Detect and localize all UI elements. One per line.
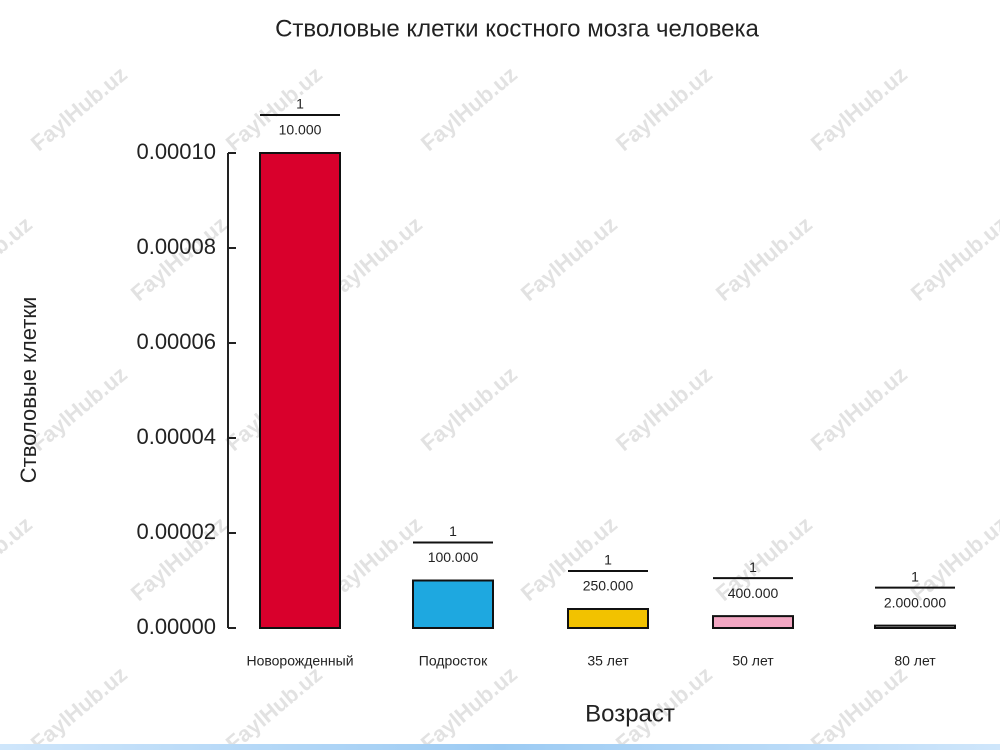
y-tick-label: 0.00000 — [136, 614, 216, 639]
x-tick-label: Новорожденный — [246, 653, 353, 669]
watermark: FaylHub.uz — [0, 511, 37, 606]
x-tick-label: 50 лет — [732, 653, 774, 669]
watermark: FaylHub.uz — [0, 211, 37, 306]
bar — [874, 624, 956, 629]
watermark: FaylHub.uz — [806, 361, 912, 456]
value-label-denominator: 10.000 — [279, 122, 322, 138]
bottom-strip — [0, 744, 1000, 750]
value-label-numerator: 1 — [449, 523, 457, 539]
watermark: FaylHub.uz — [906, 211, 1000, 306]
value-label-numerator: 1 — [911, 568, 919, 584]
y-tick-label: 0.00008 — [136, 234, 216, 259]
x-axis-label: Возраст — [585, 700, 675, 727]
watermark: FaylHub.uz — [806, 61, 912, 156]
chart-title: Стволовые клетки костного мозга человека — [275, 15, 759, 42]
watermark: FaylHub.uz — [26, 361, 132, 456]
y-tick-label: 0.00002 — [136, 519, 216, 544]
value-label-denominator: 400.000 — [728, 585, 779, 601]
bar — [712, 615, 794, 629]
x-tick-label: 80 лет — [894, 653, 936, 669]
watermark: FaylHub.uz — [221, 61, 327, 156]
x-tick-label: Подросток — [419, 653, 488, 669]
watermark: FaylHub.uz — [806, 661, 912, 750]
y-tick-label: 0.00006 — [136, 329, 216, 354]
bar — [259, 152, 341, 629]
watermark: FaylHub.uz — [221, 661, 327, 750]
watermark: FaylHub.uz — [611, 61, 717, 156]
bar — [412, 579, 494, 629]
value-label-denominator: 100.000 — [428, 549, 479, 565]
watermark: FaylHub.uz — [711, 211, 817, 306]
watermark: FaylHub.uz — [906, 511, 1000, 606]
watermark: FaylHub.uz — [26, 61, 132, 156]
watermark: FaylHub.uz — [611, 361, 717, 456]
y-tick-label: 0.00010 — [136, 139, 216, 164]
y-tick-label: 0.00004 — [136, 424, 216, 449]
value-label-denominator: 2.000.000 — [884, 594, 946, 610]
watermark: FaylHub.uz — [416, 361, 522, 456]
bar — [567, 608, 649, 629]
value-label-numerator: 1 — [296, 96, 304, 112]
value-label-numerator: 1 — [604, 552, 612, 568]
watermarks: FaylHub.uz FaylHub.uz FaylHub.uz FaylHub.uz… — [0, 61, 1000, 750]
watermark: FaylHub.uz — [416, 61, 522, 156]
y-axis-label: Стволовые клетки — [16, 297, 41, 484]
value-label-denominator: 250.000 — [583, 578, 634, 594]
watermark: FaylHub.uz — [416, 661, 522, 750]
x-tick-label: 35 лет — [587, 653, 629, 669]
watermark: FaylHub.uz — [516, 211, 622, 306]
watermark: FaylHub.uz — [26, 661, 132, 750]
value-label-numerator: 1 — [749, 559, 757, 575]
